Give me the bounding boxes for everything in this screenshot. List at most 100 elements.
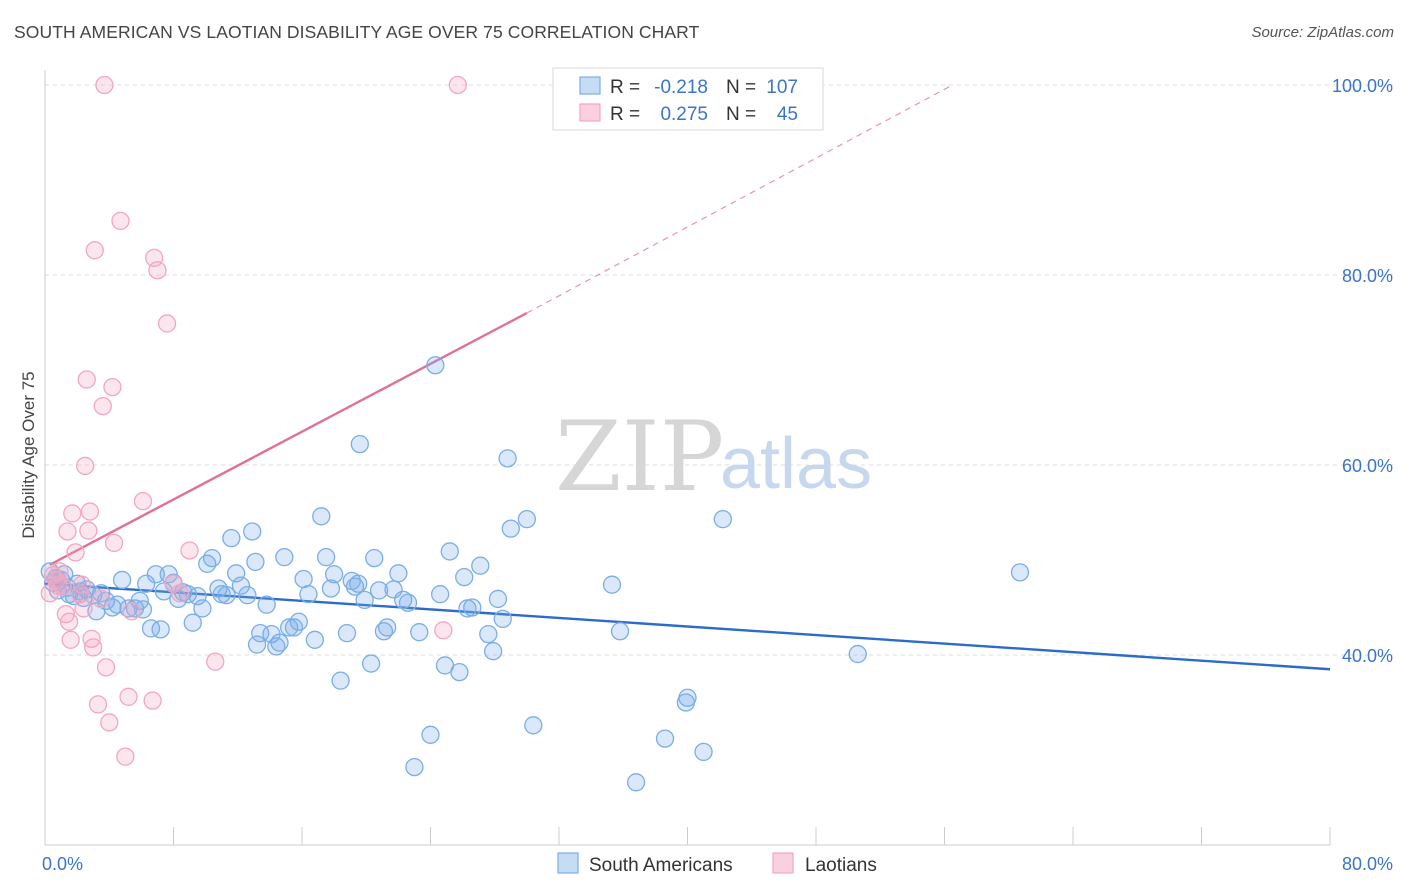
point-s0-105 [694,742,713,762]
point-s0-87 [455,567,474,587]
point-s1-21 [85,241,104,260]
point-s0-102 [655,729,675,748]
trend-line-s0 [44,582,1331,671]
point-s0-25 [141,619,161,638]
point-s0-56 [289,612,308,631]
point-s0-106 [713,510,732,529]
legend-label-laotians: Laotians [805,855,877,876]
point-s0-77 [394,590,413,610]
point-s0-85 [440,542,459,561]
point-s0-110 [247,635,267,654]
point-s1-13 [72,575,92,594]
point-s0-107 [1010,563,1030,582]
stats-r-value-1: -0.218 [654,77,708,98]
trend-line-extension-s1 [526,84,953,314]
stats-swatch-laotians [579,103,601,122]
point-s1-31 [119,687,138,706]
stats-n-label-2: N = [726,104,756,125]
point-s1-27 [103,377,122,397]
point-s0-83 [430,585,450,604]
stats-n-value-1: 107 [766,77,798,98]
point-s0-74 [377,618,397,637]
y-axis-label: Disability Age Over 75 [19,371,38,538]
point-s1-43 [448,75,467,95]
point-s1-8 [59,612,79,631]
point-s0-104 [678,688,697,707]
series-legend: South Americans Laotians [557,852,877,876]
point-s0-69 [355,590,374,610]
series-0-points [40,356,1030,792]
point-s1-24 [93,396,112,416]
stats-r-label-1: R = [610,77,640,98]
point-s0-109 [349,574,368,593]
point-s1-41 [206,652,225,671]
point-s0-63 [324,565,344,584]
point-s0-78 [398,593,418,612]
stats-n-value-2: 45 [777,104,798,125]
point-s0-27 [151,620,170,639]
point-s1-5 [53,577,72,596]
axes [44,70,1331,846]
point-s1-39 [170,584,190,603]
point-s0-36 [193,599,212,618]
point-s0-45 [238,586,257,605]
point-s0-93 [488,589,508,609]
point-s0-80 [410,623,429,642]
point-s0-54 [279,618,299,637]
stats-r-label-2: R = [610,104,640,125]
point-s0-44 [231,576,251,595]
point-s0-81 [421,725,440,744]
point-s0-62 [321,579,341,598]
point-s1-32 [122,602,141,621]
point-s0-96 [501,519,520,538]
trend-lines [44,84,1331,671]
stats-r-value-2: 0.275 [660,104,708,125]
point-s0-79 [405,757,424,777]
y-tick-label-60: 60.0% [1342,456,1393,476]
point-s1-16 [77,370,96,389]
point-s0-26 [146,565,165,584]
point-s1-33 [133,491,153,511]
point-s0-53 [275,548,294,567]
legend-swatch-south-americans [557,852,579,874]
point-s0-34 [183,613,202,632]
point-s0-60 [312,507,331,526]
point-s1-10 [63,504,82,523]
point-s0-37 [198,554,217,573]
point-s0-38 [202,548,222,568]
point-s1-17 [79,521,98,540]
point-s0-67 [345,577,365,596]
chart-title: SOUTH AMERICAN VS LAOTIAN DISABILITY AGE… [14,22,700,42]
point-s1-15 [76,456,95,476]
y-tick-label-40: 40.0% [1342,646,1393,666]
point-s0-71 [365,548,384,568]
point-s1-11 [66,543,85,562]
point-s0-99 [602,575,622,594]
point-s0-98 [524,716,543,735]
point-s0-52 [270,633,289,652]
point-s1-26 [100,713,119,732]
point-s1-37 [157,314,177,333]
point-s0-89 [463,598,482,617]
point-s0-101 [626,773,646,792]
point-s1-28 [104,533,124,553]
x-tick-label-max: 80.0% [1342,854,1393,874]
stats-n-label-1: N = [726,77,756,98]
point-s0-23 [133,600,153,619]
point-s0-42 [222,529,241,548]
point-s0-55 [284,618,304,637]
point-s0-91 [479,624,498,644]
point-s0-86 [450,662,469,682]
point-s0-90 [471,556,490,575]
y-tick-label-80: 80.0% [1342,266,1393,286]
point-s0-61 [316,548,336,567]
point-s0-57 [294,569,313,589]
point-s0-46 [243,522,262,541]
point-s0-58 [299,585,318,604]
point-s1-14 [74,599,93,618]
point-s1-9 [61,630,80,649]
point-s0-64 [331,671,350,690]
y-tick-label-100: 100.0% [1332,76,1393,96]
grid-lines [45,84,1393,656]
